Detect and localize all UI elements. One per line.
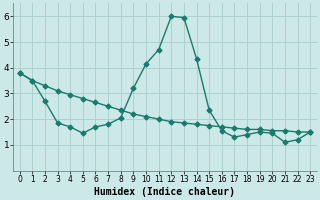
X-axis label: Humidex (Indice chaleur): Humidex (Indice chaleur) [94,186,236,197]
